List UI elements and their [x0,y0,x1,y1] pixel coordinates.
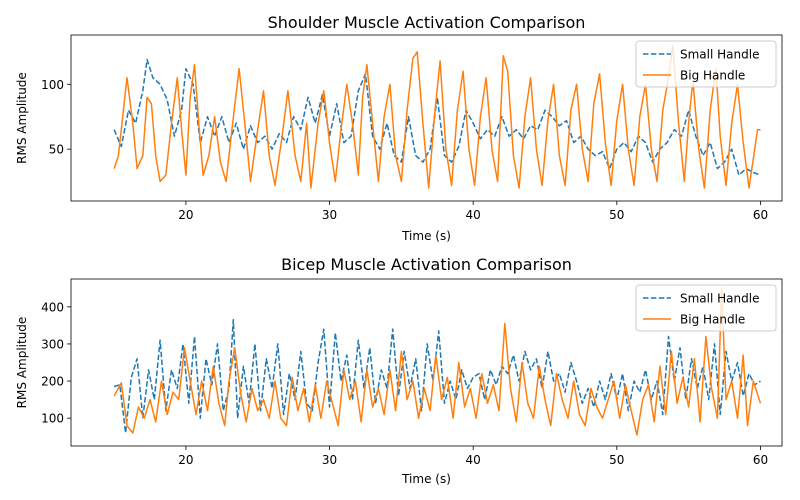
bicep-x-tick-label: 30 [322,453,337,467]
bicep-legend-label: Small Handle [680,292,759,306]
shoulder-series-big-handle-line [113,44,761,189]
bicep-x-tick-label: 20 [178,453,193,467]
shoulder-chart-title: Shoulder Muscle Activation Comparison [268,13,586,32]
shoulder-y-tick-label: 100 [41,78,64,92]
bicep-chart: 20 30 40 50 60 100 200 300 400 Bicep Muscle Activ… [15,255,783,486]
shoulder-x-tick-label: 30 [322,208,337,222]
bicep-y-axis-label: RMS Amplitude [15,317,29,409]
bicep-legend: Small Handle Big Handle [635,284,777,332]
bicep-y-tick-label: 100 [41,412,64,426]
shoulder-x-tick-label: 40 [466,208,481,222]
bicep-x-axis-label: Time (s) [401,472,451,486]
shoulder-y-tick-label: 50 [49,143,64,157]
bicep-x-tick-label: 50 [609,453,624,467]
shoulder-x-axis-label: Time (s) [401,229,451,243]
bicep-chart-title: Bicep Muscle Activation Comparison [281,255,572,274]
shoulder-legend-label: Big Handle [680,69,745,83]
shoulder-x-tick-label: 60 [753,208,768,222]
shoulder-x-tick-label: 50 [609,208,624,222]
bicep-legend-label: Big Handle [680,313,745,327]
shoulder-legend: Small Handle Big Handle [635,40,777,88]
bicep-series-big-handle-line [113,287,762,436]
bicep-axes-frame [70,278,783,447]
shoulder-y-axis-label: RMS Amplitude [15,72,29,164]
bicep-y-tick-label: 300 [41,337,64,351]
shoulder-x-tick-label: 20 [178,208,193,222]
bicep-x-tick-label: 60 [753,453,768,467]
bicep-y-tick-label: 400 [41,300,64,314]
shoulder-axes-frame [70,34,783,202]
bicep-x-tick-label: 40 [466,453,481,467]
bicep-y-tick-label: 200 [41,375,64,389]
shoulder-chart: 20 30 40 50 60 50 100 Shoulder Muscle Activatio… [15,13,783,243]
shoulder-legend-label: Small Handle [680,48,759,62]
